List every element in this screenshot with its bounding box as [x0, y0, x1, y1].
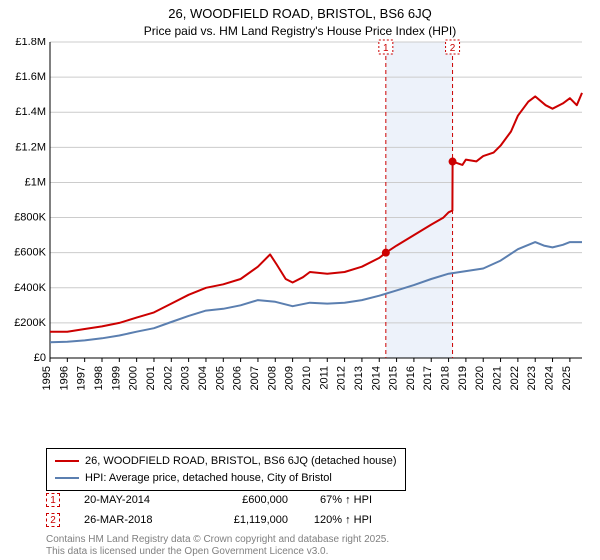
credits-line2: This data is licensed under the Open Gov…	[46, 546, 389, 558]
chart-title: 26, WOODFIELD ROAD, BRISTOL, BS6 6JQ	[0, 0, 600, 22]
x-tick-label: 1995	[41, 366, 53, 390]
x-tick-label: 2002	[162, 366, 174, 390]
sale-marker-num: 2	[450, 43, 456, 54]
x-tick-label: 2007	[249, 366, 261, 390]
x-tick-label: 2017	[422, 366, 434, 390]
sale-pct: 120% ↑ HPI	[312, 514, 372, 526]
x-tick-label: 2015	[388, 366, 400, 390]
x-tick-label: 2000	[128, 366, 140, 390]
x-tick-label: 2005	[214, 366, 226, 390]
x-tick-label: 2011	[318, 366, 330, 390]
x-tick-label: 2020	[474, 366, 486, 390]
legend-swatch	[55, 477, 79, 479]
sales-table: 1 20-MAY-2014 £600,000 67% ↑ HPI 2 26-MAR-201…	[46, 490, 372, 530]
x-tick-label: 2022	[509, 366, 521, 390]
x-tick-label: 2008	[266, 366, 278, 390]
x-tick-label: 2019	[457, 366, 469, 390]
credits-line1: Contains HM Land Registry data © Crown c…	[46, 534, 389, 546]
x-tick-label: 1998	[93, 366, 105, 390]
x-tick-label: 2010	[301, 366, 313, 390]
x-tick-label: 1999	[110, 366, 122, 390]
x-tick-label: 2003	[180, 366, 192, 390]
x-tick-label: 2006	[232, 366, 244, 390]
x-tick-label: 2009	[284, 366, 296, 390]
credits: Contains HM Land Registry data © Crown c…	[46, 534, 389, 558]
legend-item: 26, WOODFIELD ROAD, BRISTOL, BS6 6JQ (de…	[55, 453, 397, 470]
sale-row-marker: 2	[46, 513, 60, 527]
legend-item: HPI: Average price, detached house, City…	[55, 470, 397, 487]
sale-date: 26-MAR-2018	[84, 514, 184, 526]
x-tick-label: 1996	[58, 366, 70, 390]
vband	[386, 42, 453, 358]
chart-subtitle: Price paid vs. HM Land Registry's House …	[0, 24, 600, 38]
x-tick-label: 2013	[353, 366, 365, 390]
y-tick-label: £1.2M	[15, 141, 46, 153]
y-tick-label: £0	[34, 352, 46, 364]
sale-date: 20-MAY-2014	[84, 494, 184, 506]
sale-row: 2 26-MAR-2018 £1,119,000 120% ↑ HPI	[46, 510, 372, 530]
sale-point	[449, 158, 457, 166]
sale-marker-num: 1	[383, 43, 389, 54]
x-tick-label: 2021	[492, 366, 504, 390]
x-tick-label: 2018	[440, 366, 452, 390]
x-tick-label: 2012	[336, 366, 348, 390]
sale-row: 1 20-MAY-2014 £600,000 67% ↑ HPI	[46, 490, 372, 510]
y-tick-label: £200K	[14, 317, 46, 329]
x-tick-label: 1997	[76, 366, 88, 390]
x-tick-label: 2004	[197, 366, 209, 390]
sale-point	[382, 249, 390, 257]
y-tick-label: £1M	[25, 176, 46, 188]
x-tick-label: 2023	[526, 366, 538, 390]
legend-label: HPI: Average price, detached house, City…	[85, 470, 332, 487]
sale-price: £600,000	[208, 494, 288, 506]
series-line	[50, 242, 582, 342]
x-tick-label: 2016	[405, 366, 417, 390]
x-tick-label: 2001	[145, 366, 157, 390]
y-tick-label: £1.4M	[15, 106, 46, 118]
line-chart: £0 £200K £400K £600K £800K £1M £1.2M £1.4M £1.6M…	[10, 38, 586, 410]
legend: 26, WOODFIELD ROAD, BRISTOL, BS6 6JQ (de…	[46, 448, 406, 491]
y-tick-label: £800K	[14, 212, 46, 224]
sale-row-marker: 1	[46, 493, 60, 507]
x-tick-label: 2024	[544, 366, 556, 390]
y-tick-label: £600K	[14, 247, 46, 259]
x-tick-label: 2014	[370, 366, 382, 390]
y-tick-label: £1.8M	[15, 38, 46, 48]
series-line	[50, 93, 582, 332]
legend-swatch	[55, 460, 79, 462]
y-tick-label: £1.6M	[15, 71, 46, 83]
sale-price: £1,119,000	[208, 514, 288, 526]
sale-pct: 67% ↑ HPI	[312, 494, 372, 506]
chart-container: £0 £200K £400K £600K £800K £1M £1.2M £1.4M £1.6M…	[10, 38, 586, 410]
x-tick-label: 2025	[561, 366, 573, 390]
legend-label: 26, WOODFIELD ROAD, BRISTOL, BS6 6JQ (de…	[85, 453, 397, 470]
y-tick-label: £400K	[14, 282, 46, 294]
